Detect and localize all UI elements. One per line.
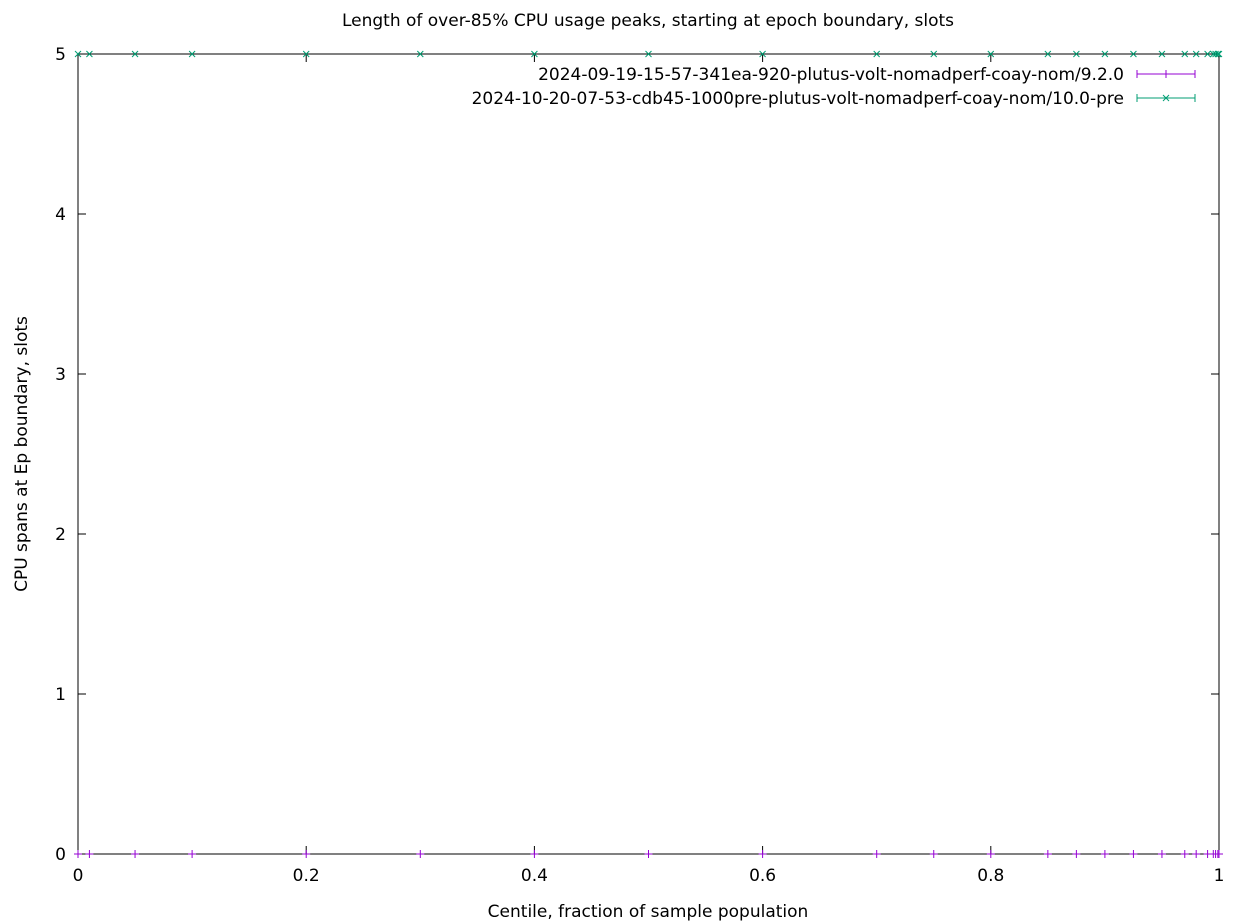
data-point-marker <box>188 50 196 58</box>
data-point <box>1204 50 1211 58</box>
data-point-marker <box>1101 50 1109 58</box>
legend-marker <box>1162 94 1170 102</box>
series-1 <box>74 850 1223 858</box>
data-point <box>1072 850 1081 858</box>
data-point-marker <box>759 50 766 58</box>
data-point-marker <box>1215 50 1223 58</box>
legend: 2024-09-19-15-57-341ea-920-plutus-volt-n… <box>472 65 1196 109</box>
data-point <box>1181 50 1189 58</box>
x-axis-label: Centile, fraction of sample population <box>488 902 809 922</box>
legend-swatch-series-1 <box>1136 70 1196 78</box>
data-point-marker <box>873 50 881 58</box>
data-point-marker <box>645 50 652 58</box>
data-point <box>1101 50 1109 58</box>
data-point-marker <box>131 50 139 58</box>
data-point-marker <box>930 50 938 58</box>
data-point-marker <box>1073 50 1080 58</box>
data-point <box>416 50 424 58</box>
data-point-marker <box>74 50 82 58</box>
data-point <box>86 50 93 58</box>
data-point <box>987 50 995 58</box>
data-point-marker <box>987 50 995 58</box>
data-point-marker <box>1130 50 1137 58</box>
x-tick-label: 0.4 <box>521 866 548 886</box>
data-point-marker <box>86 50 93 58</box>
data-point <box>1043 850 1052 858</box>
data-point <box>302 50 310 58</box>
data-point <box>1044 50 1052 58</box>
data-point <box>1215 50 1223 58</box>
plot-frame <box>77 53 1220 855</box>
x-tick-label: 0 <box>73 866 84 886</box>
data-point <box>1157 850 1166 858</box>
data-point <box>1129 850 1138 858</box>
data-point <box>986 850 995 858</box>
data-point-marker <box>1204 50 1211 58</box>
y-tick-label: 2 <box>55 525 66 545</box>
axis-ticks <box>77 53 1220 855</box>
data-point <box>131 850 140 858</box>
data-point <box>1192 850 1201 858</box>
data-marks <box>74 50 1223 858</box>
x-tick-label: 1 <box>1214 866 1225 886</box>
data-point <box>85 850 94 858</box>
data-point-marker <box>1192 50 1200 58</box>
x-tick-label: 0.2 <box>293 866 320 886</box>
data-point <box>1180 850 1189 858</box>
data-point <box>644 850 653 858</box>
data-point <box>1130 50 1137 58</box>
y-tick-label: 1 <box>55 685 66 705</box>
data-point <box>74 850 82 858</box>
data-point <box>531 50 538 58</box>
data-point <box>188 50 196 58</box>
data-point <box>758 850 767 858</box>
data-point <box>759 50 766 58</box>
data-point-marker <box>416 50 424 58</box>
y-tick-label: 5 <box>55 45 66 65</box>
data-point <box>416 850 425 858</box>
data-point <box>1215 850 1223 858</box>
data-point-marker <box>302 50 310 58</box>
x-tick-label: 0.8 <box>977 866 1004 886</box>
data-point <box>930 50 938 58</box>
legend-label-series-1: 2024-09-19-15-57-341ea-920-plutus-volt-n… <box>538 65 1124 85</box>
y-tick-label: 4 <box>55 205 66 225</box>
legend-label-series-2: 2024-10-20-07-53-cdb45-1000pre-plutus-vo… <box>472 89 1124 109</box>
data-point-marker <box>1158 50 1166 58</box>
legend-swatch-series-2 <box>1136 94 1196 102</box>
data-point <box>1100 850 1109 858</box>
data-point <box>302 850 311 858</box>
data-point <box>1158 50 1166 58</box>
data-point <box>1214 50 1222 58</box>
y-tick-label: 3 <box>55 365 66 385</box>
axis-tick-labels: 0 0.2 0.4 0.6 0.8 1 0 1 2 3 4 5 <box>55 45 1224 886</box>
data-point-marker <box>1044 50 1052 58</box>
data-point <box>645 50 652 58</box>
x-tick-label: 0.6 <box>749 866 776 886</box>
data-point <box>74 50 82 58</box>
data-point <box>530 850 539 858</box>
data-point <box>131 50 139 58</box>
data-point <box>1192 50 1200 58</box>
data-point <box>1073 50 1080 58</box>
series-2 <box>74 50 1223 58</box>
data-point <box>188 850 197 858</box>
data-point-marker <box>1214 50 1222 58</box>
y-axis-label: CPU spans at Ep boundary, slots <box>12 316 32 592</box>
chart-title: Length of over-85% CPU usage peaks, star… <box>342 11 954 31</box>
data-point <box>872 850 881 858</box>
data-point <box>929 850 938 858</box>
data-point <box>873 50 881 58</box>
y-tick-label: 0 <box>55 845 66 865</box>
data-point-marker <box>531 50 538 58</box>
data-point-marker <box>1181 50 1189 58</box>
